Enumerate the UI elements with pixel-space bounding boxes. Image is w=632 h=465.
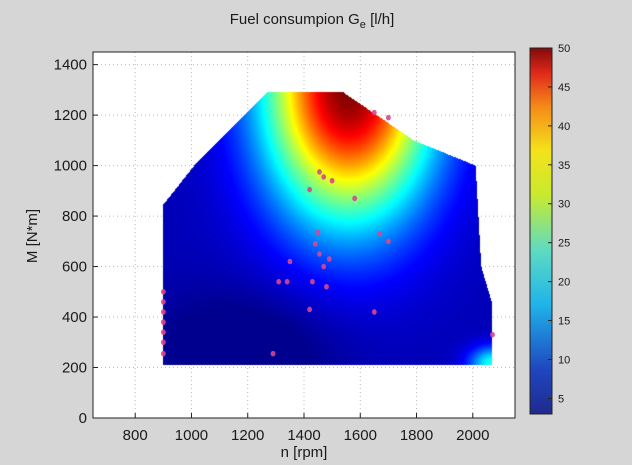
- colorbar-tick-label: 45: [558, 82, 570, 94]
- measured-point: [317, 169, 322, 175]
- measured-point: [287, 258, 293, 265]
- chart-title: Fuel consumpion Ge [l/h]: [230, 11, 395, 31]
- measured-point: [307, 306, 313, 313]
- y-axis-label: M [N*m]: [24, 209, 41, 263]
- colorbar-tick-label: 50: [558, 43, 570, 55]
- measured-point: [490, 331, 495, 338]
- x-axis-ticks: 800 1000 1200 1400 1600 1800 2000: [123, 413, 489, 444]
- measured-point: [284, 278, 290, 285]
- measured-point: [329, 177, 335, 184]
- fuel-consumption-heatmap: [93, 52, 515, 418]
- y-tick-label: 800: [62, 208, 87, 225]
- colorbar-ticks: 5 10 15 20 25 30 35 40 45 50: [548, 43, 570, 405]
- measured-point: [312, 241, 318, 247]
- y-tick-label: 1000: [54, 158, 87, 175]
- measured-point: [307, 186, 313, 193]
- measured-point: [326, 256, 332, 262]
- measured-point: [160, 288, 166, 295]
- x-tick-label: 1400: [287, 427, 320, 444]
- measured-point: [324, 283, 329, 290]
- measured-points: [160, 109, 495, 357]
- x-axis-label: n [rpm]: [281, 444, 328, 461]
- y-tick-label: 0: [79, 410, 87, 427]
- x-tick-label: 800: [123, 427, 148, 444]
- colorbar-tick-label: 5: [558, 393, 564, 405]
- measured-point: [371, 109, 377, 116]
- measured-point: [352, 195, 358, 202]
- colorbar-tick-label: 30: [558, 199, 570, 211]
- y-tick-label: 1200: [54, 107, 87, 124]
- measured-point: [386, 238, 391, 245]
- measured-point: [160, 350, 166, 357]
- measured-point: [270, 350, 276, 357]
- y-tick-label: 1400: [54, 57, 87, 74]
- colorbar-tick-label: 15: [558, 316, 570, 328]
- measured-point: [315, 229, 321, 236]
- y-tick-label: 200: [62, 360, 87, 377]
- measured-point: [377, 230, 383, 237]
- x-tick-label: 1000: [175, 427, 208, 444]
- colorbar-tick-label: 10: [558, 354, 570, 366]
- colorbar-tick-label: 35: [558, 160, 570, 172]
- measured-point: [321, 174, 327, 180]
- x-tick-label: 2000: [456, 427, 489, 444]
- y-tick-label: 400: [62, 309, 87, 326]
- measured-point: [310, 278, 315, 285]
- colorbar-tick-label: 20: [558, 277, 570, 289]
- measured-point: [317, 251, 322, 257]
- measured-point: [276, 278, 282, 285]
- x-tick-label: 1200: [231, 427, 264, 444]
- y-axis-ticks: 0 200 400 600 800 1000 1200 1400: [54, 57, 98, 427]
- measured-point: [160, 319, 166, 325]
- y-tick-label: 600: [62, 259, 87, 276]
- x-tick-label: 1600: [344, 427, 377, 444]
- measured-point: [160, 299, 166, 305]
- measured-point: [160, 339, 166, 346]
- colorbar-tick-label: 40: [558, 121, 570, 133]
- x-tick-label: 1800: [400, 427, 433, 444]
- measured-point: [321, 263, 327, 270]
- measured-point: [386, 114, 391, 121]
- measured-point: [160, 309, 166, 315]
- colorbar: [529, 47, 553, 415]
- colorbar-tick-label: 25: [558, 238, 570, 250]
- measured-point: [371, 309, 377, 315]
- measured-point: [160, 329, 166, 335]
